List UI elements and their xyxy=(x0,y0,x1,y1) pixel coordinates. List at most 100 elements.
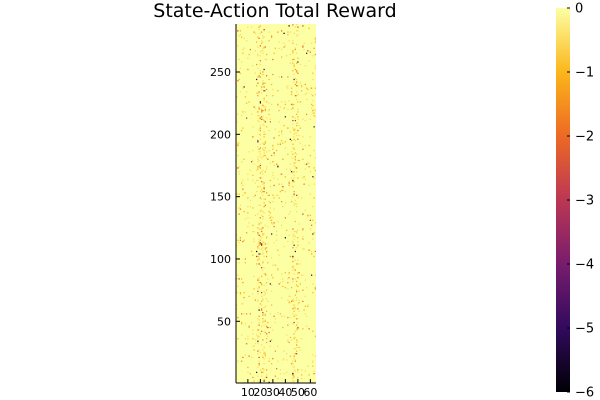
heatmap-cell xyxy=(296,85,298,87)
heatmap-cell xyxy=(277,378,279,380)
heatmap-cell xyxy=(292,172,294,174)
heatmap-cell xyxy=(269,186,271,188)
heatmap-cell xyxy=(302,158,304,160)
colorbar-tick-label: −4 xyxy=(575,258,594,273)
heatmap-cell xyxy=(297,85,299,87)
heatmap-cell xyxy=(259,129,261,132)
heatmap-background xyxy=(236,24,316,383)
heatmap-cell xyxy=(264,58,266,61)
heatmap-cell xyxy=(292,269,294,271)
heatmap-cell xyxy=(258,309,260,311)
heatmap-cell xyxy=(284,141,286,143)
heatmap-cell xyxy=(283,107,285,109)
heatmap-cell xyxy=(262,156,264,158)
heatmap-cell xyxy=(297,272,299,274)
heatmap-cell xyxy=(308,144,310,147)
heatmap-cell xyxy=(261,283,263,285)
heatmap-cell xyxy=(294,119,296,122)
heatmap-cell xyxy=(258,76,260,78)
heatmap-cell xyxy=(257,350,259,352)
heatmap-cell xyxy=(257,67,259,69)
heatmap-cell xyxy=(259,147,261,149)
heatmap-cell xyxy=(271,257,273,259)
heatmap-cell xyxy=(298,346,300,349)
heatmap-cell xyxy=(261,189,263,192)
heatmap-cell xyxy=(297,108,299,111)
heatmap-cell xyxy=(296,232,298,234)
heatmap-cell xyxy=(304,168,306,170)
heatmap-cell xyxy=(252,345,254,347)
heatmap-cell xyxy=(292,360,294,362)
heatmap-cell xyxy=(297,118,299,120)
heatmap-cell xyxy=(256,334,258,336)
heatmap-cell xyxy=(277,178,279,180)
heatmap-cell xyxy=(297,138,299,140)
heatmap-cell xyxy=(252,65,254,67)
heatmap-cell xyxy=(258,133,260,135)
heatmap-cell xyxy=(293,174,295,177)
heatmap-cell xyxy=(276,149,278,152)
heatmap-cell xyxy=(287,288,289,290)
heatmap-cell xyxy=(268,78,270,81)
heatmap-cell xyxy=(238,242,240,244)
heatmap-cell xyxy=(281,129,283,132)
heatmap-cell xyxy=(268,108,270,111)
heatmap-cell xyxy=(293,73,295,76)
heatmap-cell xyxy=(293,310,295,312)
heatmap-cell xyxy=(292,363,294,365)
heatmap-cell xyxy=(263,379,265,381)
heatmap-cell xyxy=(306,113,308,115)
heatmap-cell xyxy=(313,126,315,128)
heatmap-cell xyxy=(288,40,290,42)
heatmap-cell xyxy=(263,154,265,157)
heatmap-cell xyxy=(273,315,275,317)
heatmap-cell xyxy=(313,149,315,152)
heatmap-cell xyxy=(282,278,284,280)
heatmap-cell xyxy=(289,131,291,133)
heatmap-cell xyxy=(238,262,240,264)
heatmap-cell xyxy=(287,108,289,111)
heatmap-cell xyxy=(294,336,296,339)
heatmap-cell xyxy=(251,161,253,163)
heatmap-cell xyxy=(252,126,254,128)
heatmap-cell xyxy=(254,182,256,184)
heatmap-cell xyxy=(292,242,294,244)
heatmap-cell xyxy=(257,318,259,320)
heatmap-cell xyxy=(238,193,240,195)
heatmap-cell xyxy=(272,174,274,177)
heatmap-cell xyxy=(259,243,261,245)
heatmap-cell xyxy=(236,121,238,123)
heatmap-cell xyxy=(288,181,290,183)
heatmap-cell xyxy=(242,179,244,182)
heatmap-cell xyxy=(263,358,265,360)
heatmap-cell xyxy=(258,349,260,351)
heatmap-cell xyxy=(252,381,254,383)
heatmap-cell xyxy=(266,53,268,56)
heatmap-cell xyxy=(299,349,301,351)
heatmap-cell xyxy=(259,186,261,188)
heatmap-cell xyxy=(263,100,265,102)
heatmap-cell xyxy=(257,46,259,48)
heatmap-cell xyxy=(262,147,264,149)
heatmap-cell xyxy=(263,188,265,190)
heatmap-cell xyxy=(281,173,283,175)
heatmap-cell xyxy=(314,355,316,357)
heatmap-cell xyxy=(297,129,299,132)
heatmap-cell xyxy=(274,264,276,266)
heatmap-cell xyxy=(296,113,298,115)
heatmap-cell xyxy=(262,269,264,271)
heatmap-cell xyxy=(262,215,264,218)
heatmap-cell xyxy=(263,124,265,127)
heatmap-cell xyxy=(252,230,254,233)
heatmap-cell xyxy=(282,205,284,208)
heatmap-cell xyxy=(241,313,243,315)
heatmap-cell xyxy=(303,309,305,311)
heatmap-cell xyxy=(238,35,240,37)
heatmap-cell xyxy=(241,182,243,184)
heatmap-cell xyxy=(257,119,259,122)
heatmap-cell xyxy=(294,117,296,119)
heatmap-cell xyxy=(314,110,316,112)
heatmap-cell xyxy=(297,197,299,199)
heatmap-cell xyxy=(306,315,308,317)
heatmap-cell xyxy=(273,137,275,139)
